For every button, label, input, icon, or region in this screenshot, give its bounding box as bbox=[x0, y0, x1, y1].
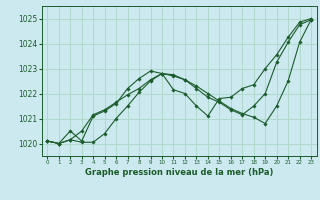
X-axis label: Graphe pression niveau de la mer (hPa): Graphe pression niveau de la mer (hPa) bbox=[85, 168, 273, 177]
